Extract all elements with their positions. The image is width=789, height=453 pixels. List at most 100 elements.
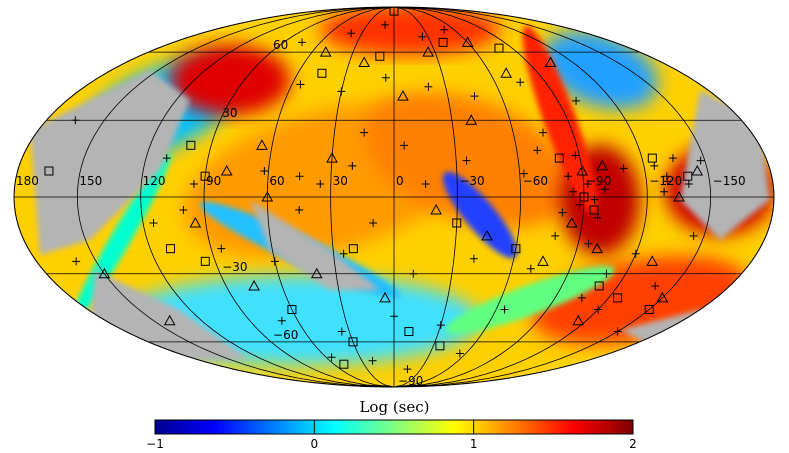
square-marker xyxy=(287,304,297,314)
plus-marker xyxy=(584,239,593,248)
triangle-marker xyxy=(500,67,513,78)
triangle-marker xyxy=(572,314,585,326)
triangle-marker xyxy=(397,90,409,101)
triangle-marker xyxy=(691,164,704,176)
plus-marker xyxy=(650,161,659,170)
latitude-label: −30 xyxy=(222,260,247,274)
triangle-marker xyxy=(326,152,338,163)
square-marker xyxy=(435,341,445,351)
latitude-label: −90 xyxy=(398,374,423,388)
triangle-marker xyxy=(248,279,260,291)
triangle-marker xyxy=(596,159,609,171)
plus-marker xyxy=(162,154,171,163)
plus-marker xyxy=(613,327,622,336)
longitude-label: 150 xyxy=(79,174,102,188)
plus-marker xyxy=(662,172,671,181)
plus-marker xyxy=(390,312,398,321)
plus-marker xyxy=(296,80,305,89)
plus-marker xyxy=(575,200,584,209)
triangle-marker xyxy=(646,255,659,266)
longitude-label: 120 xyxy=(143,174,166,188)
plus-marker xyxy=(519,169,528,178)
plus-marker xyxy=(381,73,390,82)
square-marker xyxy=(200,256,210,266)
plus-marker xyxy=(337,87,346,96)
plus-marker xyxy=(564,172,573,181)
plus-marker xyxy=(663,177,672,186)
square-marker xyxy=(494,43,504,53)
plus-marker xyxy=(217,244,226,253)
no-data-region xyxy=(30,70,190,255)
longitude-label: −150 xyxy=(713,174,746,188)
triangle-marker xyxy=(537,255,549,266)
plus-marker xyxy=(295,206,304,215)
square-marker xyxy=(452,218,462,228)
colorbar-tick-label: 1 xyxy=(470,437,478,451)
triangle-marker xyxy=(544,56,557,67)
plus-marker xyxy=(619,164,628,173)
triangle-marker xyxy=(422,46,435,57)
plus-marker xyxy=(295,172,304,181)
plus-marker xyxy=(403,365,412,374)
square-marker xyxy=(186,140,196,150)
heat-region xyxy=(542,31,658,109)
triangle-marker xyxy=(319,46,332,57)
triangle-marker xyxy=(189,216,202,228)
plus-marker xyxy=(421,179,430,188)
plus-marker xyxy=(260,167,269,176)
sky-map: 180 150 120 90 60 30 0 −30 −60 −90 −120 −150 60 30 −30… xyxy=(13,6,775,388)
triangle-marker xyxy=(261,190,274,202)
triangle-marker xyxy=(481,229,493,241)
plus-marker xyxy=(337,327,346,336)
plus-marker xyxy=(424,82,433,91)
plus-marker xyxy=(602,269,611,278)
grid-labels: 180 150 120 90 60 30 0 −30 −60 −90 −120 −150 60 30 −30… xyxy=(16,38,746,388)
plus-marker xyxy=(684,179,693,188)
plus-marker xyxy=(436,321,445,330)
square-marker xyxy=(317,68,327,78)
square-marker xyxy=(339,359,349,369)
plus-marker xyxy=(594,305,603,314)
plus-marker xyxy=(571,151,580,160)
heat-region xyxy=(364,92,576,228)
plus-marker xyxy=(462,156,471,165)
triangle-marker xyxy=(310,267,323,279)
heatmap-field xyxy=(14,7,774,387)
triangle-marker xyxy=(465,114,478,125)
plus-marker xyxy=(455,349,464,358)
square-marker xyxy=(683,171,693,181)
plus-marker xyxy=(277,316,286,325)
plus-marker xyxy=(316,179,325,188)
plus-marker xyxy=(569,187,578,196)
square-marker xyxy=(589,205,599,215)
plus-marker xyxy=(149,218,158,227)
plus-marker xyxy=(593,213,602,222)
plus-marker xyxy=(368,356,377,365)
heat-region xyxy=(442,171,518,259)
plus-marker xyxy=(400,141,409,150)
plus-marker xyxy=(418,32,427,41)
plus-marker xyxy=(470,92,479,101)
square-marker xyxy=(579,192,589,202)
triangle-marker xyxy=(256,139,268,150)
plus-marker xyxy=(297,38,306,47)
triangle-marker xyxy=(591,242,604,254)
triangle-marker xyxy=(673,190,685,202)
longitude-label: −120 xyxy=(649,174,682,188)
longitude-label: 60 xyxy=(269,174,284,188)
no-data-region xyxy=(250,200,380,290)
latitude-label: −60 xyxy=(273,328,298,342)
square-marker xyxy=(511,244,521,254)
triangle-marker xyxy=(565,216,578,228)
triangle-marker xyxy=(163,314,176,326)
longitude-label: −90 xyxy=(586,174,611,188)
plus-marker xyxy=(558,208,567,217)
plus-marker xyxy=(327,353,336,362)
triangle-marker xyxy=(379,291,391,303)
map-outline xyxy=(13,6,775,388)
plus-marker xyxy=(179,206,188,215)
longitude-label: 0 xyxy=(396,174,404,188)
latitude-label: 60 xyxy=(273,38,288,52)
triangle-marker xyxy=(220,164,233,176)
plus-marker xyxy=(409,269,418,278)
